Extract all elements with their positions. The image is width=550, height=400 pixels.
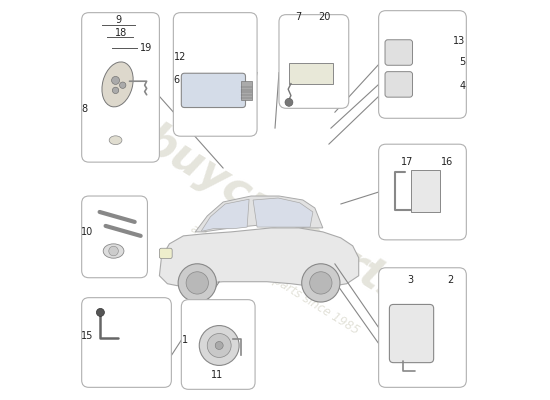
Bar [289,63,333,84]
FancyBboxPatch shape [160,248,172,258]
Circle shape [199,326,239,366]
FancyBboxPatch shape [378,268,466,387]
Polygon shape [160,228,359,286]
Bar [410,170,441,212]
FancyBboxPatch shape [378,11,466,118]
Polygon shape [195,196,323,232]
Text: 12: 12 [174,52,186,62]
Text: 3: 3 [408,275,414,285]
Text: 4: 4 [459,81,465,91]
Bar [241,81,252,100]
Circle shape [109,246,118,256]
Text: 7: 7 [295,12,301,22]
Circle shape [112,87,119,94]
Text: 16: 16 [441,157,453,167]
Text: 19: 19 [140,43,152,53]
Text: 1: 1 [182,335,188,345]
Circle shape [112,76,119,84]
Circle shape [215,342,223,350]
Polygon shape [201,199,249,231]
Text: 20: 20 [318,12,331,22]
FancyBboxPatch shape [182,300,255,389]
Ellipse shape [109,136,122,144]
Text: 18: 18 [116,28,128,38]
FancyBboxPatch shape [81,298,172,387]
Text: 17: 17 [401,157,414,167]
Circle shape [310,272,332,294]
Circle shape [186,272,208,294]
FancyBboxPatch shape [182,73,245,108]
Circle shape [178,264,216,302]
Circle shape [302,264,340,302]
Text: 15: 15 [81,331,94,341]
Ellipse shape [102,62,133,107]
Text: 13: 13 [453,36,465,46]
Text: 6: 6 [174,76,180,86]
FancyBboxPatch shape [279,15,349,108]
Circle shape [119,82,126,88]
Text: a authorised for parts since 1985: a authorised for parts since 1985 [188,222,362,337]
FancyBboxPatch shape [385,72,412,97]
Circle shape [285,98,293,106]
Text: 5: 5 [459,57,465,67]
Text: 9: 9 [116,15,122,25]
Text: buycarparts: buycarparts [135,118,415,314]
FancyBboxPatch shape [378,144,466,240]
Text: 10: 10 [81,227,94,237]
Text: 11: 11 [211,370,223,380]
FancyBboxPatch shape [385,40,412,65]
Text: 2: 2 [447,275,454,285]
Polygon shape [253,198,313,227]
Circle shape [96,308,104,316]
FancyBboxPatch shape [173,13,257,136]
Text: 8: 8 [81,104,87,114]
FancyBboxPatch shape [389,304,433,363]
FancyBboxPatch shape [81,196,147,278]
Circle shape [207,334,231,358]
Ellipse shape [103,244,124,258]
FancyBboxPatch shape [81,13,160,162]
